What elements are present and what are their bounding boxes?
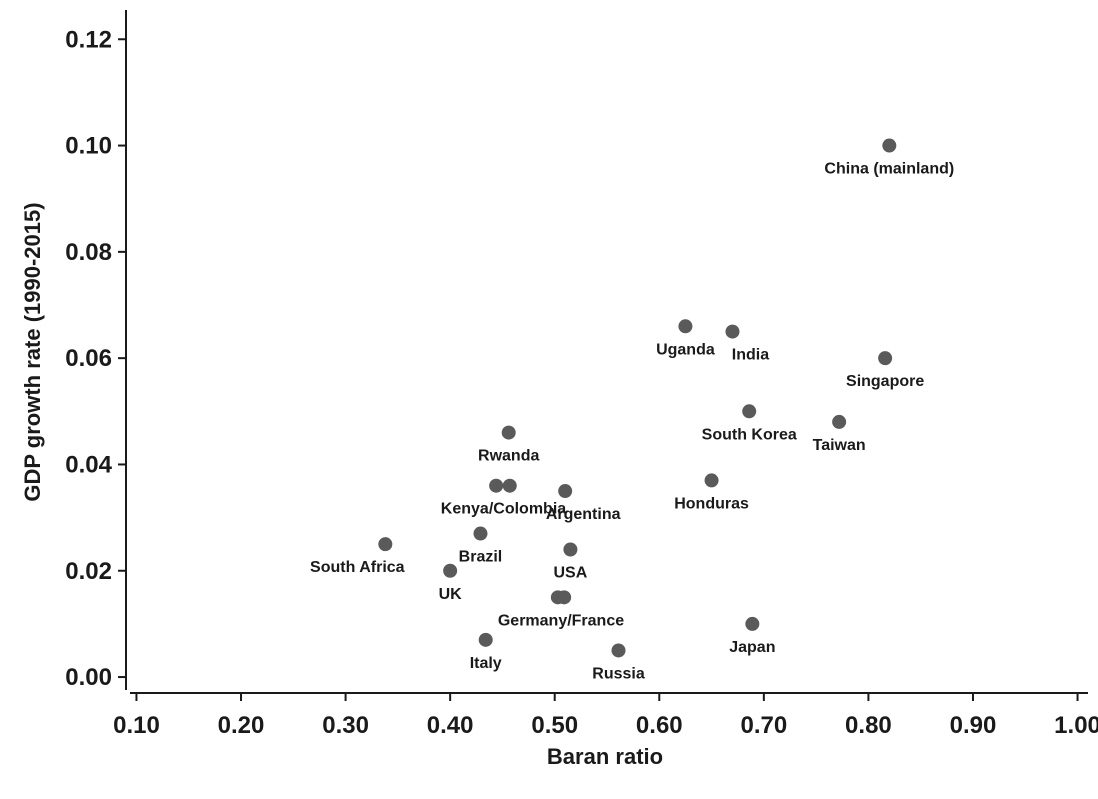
point-label: India (732, 347, 769, 364)
point-label: Honduras (674, 495, 749, 512)
point-label: China (mainland) (824, 161, 954, 178)
x-tick-label: 1.00 (1054, 712, 1098, 739)
point-label: Russia (592, 665, 645, 682)
data-point (557, 590, 572, 605)
data-point (882, 138, 897, 153)
y-tick-label: 0.06 (65, 345, 112, 372)
data-point (745, 616, 760, 631)
y-tick-label: 0.02 (65, 558, 112, 585)
x-tick-label: 0.70 (740, 712, 787, 739)
data-point (489, 478, 504, 493)
data-point (378, 537, 393, 552)
x-tick-label: 0.10 (113, 712, 160, 739)
x-tick-label: 0.30 (322, 712, 369, 739)
point-label: South Korea (702, 426, 797, 443)
point-label: South Africa (310, 559, 405, 576)
x-axis: 0.10 0.20 0.30 0.40 0.50 0.60 0.70 0.80 0.90 1.00 (113, 692, 1098, 739)
data-point (501, 425, 516, 440)
x-tick-label: 0.40 (427, 712, 474, 739)
x-axis-title: Baran ratio (547, 744, 663, 769)
point-label: Rwanda (478, 448, 539, 465)
y-tick-label: 0.04 (65, 451, 112, 478)
data-point (725, 324, 740, 339)
data-point (478, 632, 493, 647)
x-tick-label: 0.50 (531, 712, 578, 739)
point-label: USA (554, 564, 588, 581)
data-points (378, 138, 897, 658)
data-point (678, 319, 693, 334)
point-labels: China (mainland) Uganda India Singapore Sout… (310, 161, 954, 683)
point-label: Singapore (846, 373, 924, 390)
x-tick-label: 0.60 (636, 712, 683, 739)
point-label: Argentina (546, 506, 621, 523)
point-label: Taiwan (813, 437, 866, 454)
data-point (473, 526, 488, 541)
x-tick-label: 0.80 (845, 712, 892, 739)
y-tick-label: 0.12 (65, 26, 112, 53)
point-label: Italy (470, 655, 502, 672)
x-tick-label: 0.20 (218, 712, 265, 739)
point-label: Kenya/Colombia (441, 501, 566, 518)
data-point (704, 473, 719, 488)
data-point (443, 563, 458, 578)
point-label: Germany/France (498, 612, 624, 629)
y-tick-label: 0.08 (65, 239, 112, 266)
data-point (832, 414, 847, 429)
data-point (502, 478, 517, 493)
data-point (878, 351, 893, 366)
point-label: Uganda (656, 341, 715, 358)
data-point (742, 404, 757, 419)
x-tick-label: 0.90 (950, 712, 997, 739)
data-point (558, 484, 573, 499)
data-point (563, 542, 578, 557)
point-label: UK (439, 586, 463, 603)
y-tick-label: 0.10 (65, 133, 112, 160)
y-axis: 0.00 0.02 0.04 0.06 0.08 0.10 0.12 (65, 10, 127, 691)
y-axis-title: GDP growth rate (1990-2015) (20, 202, 45, 501)
y-tick-label: 0.00 (65, 664, 112, 691)
point-label: Brazil (459, 549, 503, 566)
point-label: Japan (729, 639, 775, 656)
data-point (611, 643, 626, 658)
